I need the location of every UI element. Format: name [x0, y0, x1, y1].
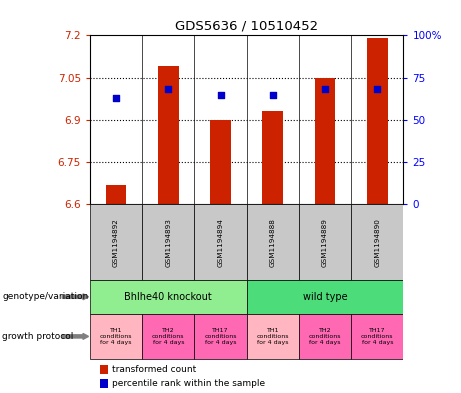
Bar [299, 204, 351, 280]
Text: TH1
conditions
for 4 days: TH1 conditions for 4 days [256, 328, 289, 345]
Bar [90, 314, 142, 359]
Bar [367, 38, 388, 204]
Bar [142, 204, 195, 280]
Text: TH1
conditions
for 4 days: TH1 conditions for 4 days [100, 328, 132, 345]
Bar [247, 280, 403, 314]
Point [112, 95, 120, 101]
Text: TH2
conditions
for 4 days: TH2 conditions for 4 days [152, 328, 184, 345]
Text: growth protocol: growth protocol [2, 332, 74, 341]
Text: percentile rank within the sample: percentile rank within the sample [112, 379, 265, 388]
Bar [90, 280, 247, 314]
Text: Bhlhe40 knockout: Bhlhe40 knockout [124, 292, 212, 302]
Text: GSM1194892: GSM1194892 [113, 218, 119, 266]
Text: wild type: wild type [303, 292, 347, 302]
Bar [195, 204, 247, 280]
Bar [314, 77, 336, 204]
Bar [100, 379, 108, 388]
Text: GSM1194894: GSM1194894 [218, 218, 224, 266]
Point [269, 91, 277, 97]
Bar [262, 111, 283, 204]
Point [321, 86, 329, 93]
Text: transformed count: transformed count [112, 365, 196, 374]
Point [373, 86, 381, 93]
Point [165, 86, 172, 93]
Bar [90, 204, 142, 280]
Point [217, 91, 224, 97]
Bar [247, 204, 299, 280]
Text: GSM1194888: GSM1194888 [270, 218, 276, 266]
Text: GSM1194890: GSM1194890 [374, 218, 380, 266]
Bar [247, 314, 299, 359]
Bar [106, 185, 126, 204]
Text: TH2
conditions
for 4 days: TH2 conditions for 4 days [309, 328, 341, 345]
Text: TH17
conditions
for 4 days: TH17 conditions for 4 days [361, 328, 394, 345]
Bar [351, 314, 403, 359]
Bar [195, 314, 247, 359]
Bar [142, 314, 195, 359]
Text: GSM1194893: GSM1194893 [165, 218, 171, 266]
Bar [158, 66, 179, 204]
Bar [299, 314, 351, 359]
Bar [100, 365, 108, 374]
Text: TH17
conditions
for 4 days: TH17 conditions for 4 days [204, 328, 237, 345]
Text: genotype/variation: genotype/variation [2, 292, 89, 301]
Bar [351, 204, 403, 280]
Title: GDS5636 / 10510452: GDS5636 / 10510452 [175, 20, 318, 33]
Bar [210, 120, 231, 204]
Text: GSM1194889: GSM1194889 [322, 218, 328, 266]
